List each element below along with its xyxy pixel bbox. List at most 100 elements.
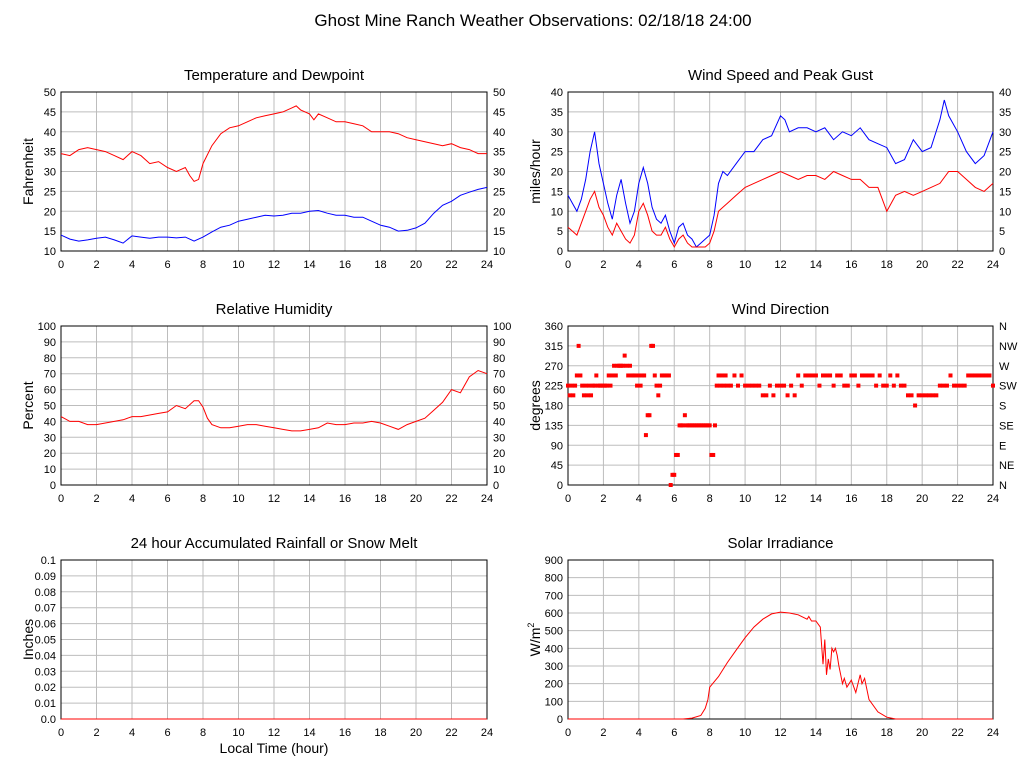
x-tick-label: 22: [445, 493, 457, 505]
data-point: [585, 393, 590, 398]
data-point: [785, 393, 790, 398]
x-tick-label: 18: [881, 727, 893, 739]
y-tick-label: 0.01: [35, 698, 56, 710]
data-point: [580, 383, 585, 388]
data-point: [566, 383, 570, 388]
data-point: [767, 383, 772, 388]
x-tick-label: 16: [845, 493, 857, 505]
y-tick-label-right: 50: [493, 401, 505, 413]
chart-panel-4: Wind Direction04590135180225270315360NNE…: [527, 301, 1018, 505]
data-point: [606, 373, 611, 378]
y-tick-label-right: 10: [493, 246, 505, 258]
data-point: [944, 383, 949, 388]
x-tick-label: 6: [164, 259, 170, 271]
x-tick-label: 14: [303, 727, 315, 739]
data-point: [923, 393, 928, 398]
y-tick-label: 10: [44, 464, 56, 476]
data-point: [930, 393, 935, 398]
data-point: [881, 383, 886, 388]
data-point: [983, 373, 988, 378]
data-point: [835, 373, 840, 378]
x-tick-label: 22: [951, 493, 963, 505]
y-tick-label: 70: [44, 369, 56, 381]
x-tick-label: 24: [987, 259, 999, 271]
data-point: [799, 383, 804, 388]
data-point: [966, 373, 971, 378]
data-point: [810, 373, 815, 378]
x-tick-label: 2: [93, 259, 99, 271]
plot-frame: [567, 559, 994, 720]
series-line-blue: [60, 186, 488, 244]
chart-panel-1: Temperature and Dewpoint1015202530354045…: [20, 67, 505, 271]
data-point: [569, 383, 574, 388]
plot-frame: [60, 325, 488, 486]
x-tick-label: 0: [58, 259, 64, 271]
data-point: [627, 363, 632, 368]
data-point: [643, 433, 648, 438]
data-point: [716, 373, 721, 378]
data-point: [728, 383, 733, 388]
y-axis-label: W/m2: [526, 623, 543, 657]
x-tick-label: 18: [881, 259, 893, 271]
data-point: [571, 393, 576, 398]
data-point: [838, 373, 843, 378]
data-point: [753, 383, 758, 388]
data-point: [806, 373, 811, 378]
data-point: [831, 383, 836, 388]
x-tick-label: 20: [410, 493, 422, 505]
x-tick-label: 10: [739, 493, 751, 505]
y-tick-label: 40: [44, 127, 56, 139]
data-point: [642, 373, 647, 378]
y-tick-label: 45: [551, 460, 563, 472]
data-point: [991, 383, 995, 388]
y-tick-label: 35: [551, 107, 563, 119]
x-tick-label: 12: [268, 259, 280, 271]
data-point: [594, 373, 599, 378]
y-tick-label-right: 100: [493, 321, 511, 333]
y-tick-label: 25: [551, 147, 563, 159]
data-point: [867, 373, 872, 378]
data-point: [909, 393, 914, 398]
y-tick-label-right: N: [999, 321, 1007, 333]
x-tick-label: 18: [374, 727, 386, 739]
x-tick-label: 24: [481, 493, 493, 505]
y-tick-label-right: 30: [493, 167, 505, 179]
chart-title: Wind Direction: [732, 301, 830, 318]
x-tick-label: 4: [129, 493, 135, 505]
y-tick-label: 90: [44, 337, 56, 349]
data-point: [658, 383, 663, 388]
x-tick-label: 2: [600, 259, 606, 271]
data-point: [725, 383, 730, 388]
x-tick-label: 2: [600, 727, 606, 739]
y-tick-label: 270: [545, 361, 563, 373]
data-point: [920, 393, 925, 398]
data-point: [884, 383, 889, 388]
data-point: [870, 373, 875, 378]
y-tick-label: 300: [545, 661, 563, 673]
x-tick-label: 6: [164, 493, 170, 505]
y-tick-label-right: E: [999, 440, 1006, 452]
data-point: [824, 373, 829, 378]
data-point: [723, 373, 728, 378]
y-tick-label: 0: [557, 246, 563, 258]
chart-panel-5: 24 hour Accumulated Rainfall or Snow Mel…: [20, 535, 493, 756]
x-tick-label: 10: [232, 727, 244, 739]
data-point: [902, 383, 907, 388]
data-point: [849, 373, 854, 378]
y-tick-label-right: SE: [999, 420, 1014, 432]
y-tick-label-right: N: [999, 480, 1007, 492]
x-tick-label: 10: [232, 259, 244, 271]
data-point: [895, 373, 900, 378]
x-tick-label: 2: [93, 727, 99, 739]
y-tick-label: 15: [551, 186, 563, 198]
data-point: [913, 403, 918, 408]
x-tick-label: 22: [445, 259, 457, 271]
chart-panel-6: Solar Irradiance010020030040050060070080…: [526, 535, 999, 739]
data-point: [987, 373, 992, 378]
data-point: [764, 393, 769, 398]
data-point: [567, 393, 572, 398]
y-tick-label: 315: [545, 341, 563, 353]
y-tick-label: 35: [44, 147, 56, 159]
data-point: [633, 373, 638, 378]
data-point: [976, 373, 981, 378]
